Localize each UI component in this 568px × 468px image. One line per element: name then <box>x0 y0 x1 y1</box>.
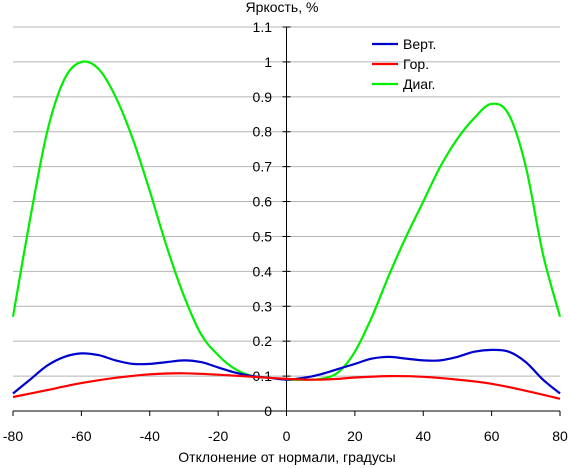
x-tick-label: 20 <box>347 428 363 444</box>
x-tick-label: -80 <box>3 428 23 444</box>
y-tick-label: 0.9 <box>253 89 273 105</box>
x-tick-label: -20 <box>208 428 228 444</box>
x-axis-tick-labels: -80 -60 -40 -20 0 20 40 60 80 <box>3 428 568 444</box>
x-tick-label: 60 <box>484 428 500 444</box>
x-tick-label: 80 <box>552 428 568 444</box>
chart-title: Яркость, % <box>246 0 319 15</box>
y-tick-label: 0.5 <box>253 228 273 244</box>
x-tick-label: -60 <box>71 428 91 444</box>
y-axis-tick-labels: 0 0.1 0.2 0.3 0.4 0.5 0.6 0.7 0.8 0.9 1 1.1 <box>253 19 273 419</box>
axes <box>12 26 561 416</box>
y-tick-label: 1 <box>264 54 272 70</box>
x-tick-label: -40 <box>140 428 160 444</box>
y-tick-label: 0.7 <box>253 159 273 175</box>
y-tick-label: 0 <box>264 403 272 419</box>
y-tick-label: 0.1 <box>253 368 273 384</box>
y-tick-label: 0.2 <box>253 333 273 349</box>
legend-label: Гор. <box>403 56 429 72</box>
x-tick-label: 40 <box>415 428 431 444</box>
legend-label: Верт. <box>403 36 436 52</box>
y-tick-label: 0.6 <box>253 194 273 210</box>
y-tick-label: 0.4 <box>253 263 273 279</box>
x-axis-label: Отклонение от нормали, градусы <box>178 449 395 465</box>
x-tick-label: 0 <box>283 428 291 444</box>
y-tick-label: 0.8 <box>253 124 273 140</box>
y-tick-label: 0.3 <box>253 298 273 314</box>
series-line-2 <box>12 372 561 400</box>
legend: Верт. Гор. Диаг. <box>372 36 436 92</box>
legend-label: Диаг. <box>403 76 435 92</box>
y-tick-label: 1.1 <box>253 19 273 35</box>
series-lines <box>11 60 562 400</box>
